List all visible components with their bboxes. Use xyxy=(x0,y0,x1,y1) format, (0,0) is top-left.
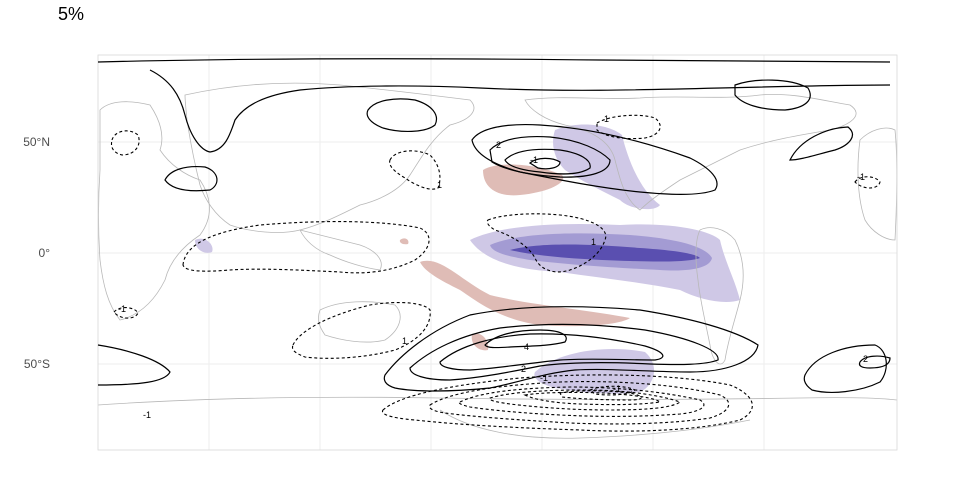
contour-label: -1 xyxy=(857,172,865,182)
contour-label: 2 xyxy=(521,364,526,374)
contour-label: 4 xyxy=(524,342,529,352)
contour-label: 2 xyxy=(863,354,868,364)
lat-label-0: 0° xyxy=(39,246,51,260)
contour-label: -1 xyxy=(118,304,126,314)
map-frame xyxy=(97,54,898,451)
contour-label: -1 xyxy=(540,373,548,383)
contour-label: -1 xyxy=(613,384,621,394)
contour-label: -1 xyxy=(143,410,151,420)
contour-label: 1 xyxy=(604,114,609,124)
lat-label-50n: 50°N xyxy=(23,135,50,149)
contour-label: 1 xyxy=(437,180,442,190)
contour-label: -1 xyxy=(530,155,538,165)
coastlines xyxy=(97,82,898,439)
negative-anomaly-shading xyxy=(195,124,740,394)
contour-label: 2 xyxy=(496,140,501,150)
negative-contours xyxy=(110,114,881,432)
lat-label-50s: 50°S xyxy=(24,357,50,371)
contour-label: 1 xyxy=(591,237,596,247)
positive-contours xyxy=(97,58,891,393)
map-title: 5% xyxy=(58,4,85,24)
contour-label: 1 xyxy=(402,336,407,346)
